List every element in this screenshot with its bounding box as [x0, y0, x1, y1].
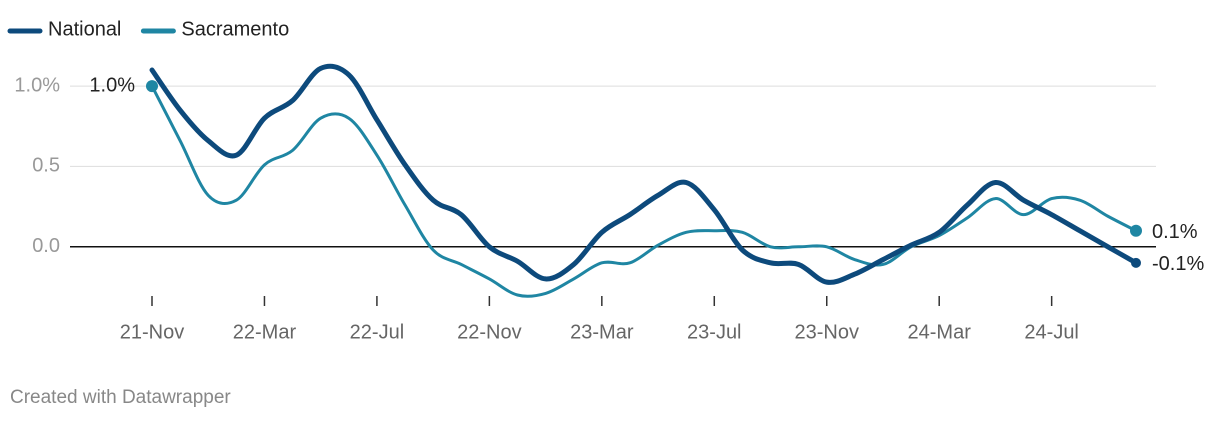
legend-label: Sacramento: [181, 18, 289, 40]
x-tick-label: 22-Nov: [457, 321, 521, 343]
x-tick-label: 24-Jul: [1024, 321, 1078, 343]
x-tick-label: 23-Jul: [687, 321, 741, 343]
series-line: [149, 63, 1139, 285]
y-tick-label: 1.0%: [14, 74, 60, 96]
end-dot: [146, 80, 158, 93]
legend-label: National: [48, 18, 121, 40]
x-tick-label: 22-Mar: [233, 321, 297, 343]
value-label: -0.1%: [1152, 253, 1204, 275]
series-line: [150, 84, 1138, 298]
end-dot: [1130, 224, 1142, 237]
value-label: 0.1%: [1152, 221, 1198, 243]
y-tick-label: 0.0: [32, 235, 60, 257]
y-tick-label: 0.5: [32, 155, 60, 177]
end-dot: [1131, 257, 1141, 268]
x-tick-label: 23-Mar: [570, 321, 634, 343]
x-tick-label: 24-Mar: [908, 321, 972, 343]
credit: Created with Datawrapper: [10, 387, 231, 408]
x-tick-label: 21-Nov: [120, 321, 184, 343]
x-tick-label: 23-Nov: [795, 321, 859, 343]
value-label: 1.0%: [89, 74, 135, 96]
x-tick-label: 22-Jul: [350, 321, 404, 343]
